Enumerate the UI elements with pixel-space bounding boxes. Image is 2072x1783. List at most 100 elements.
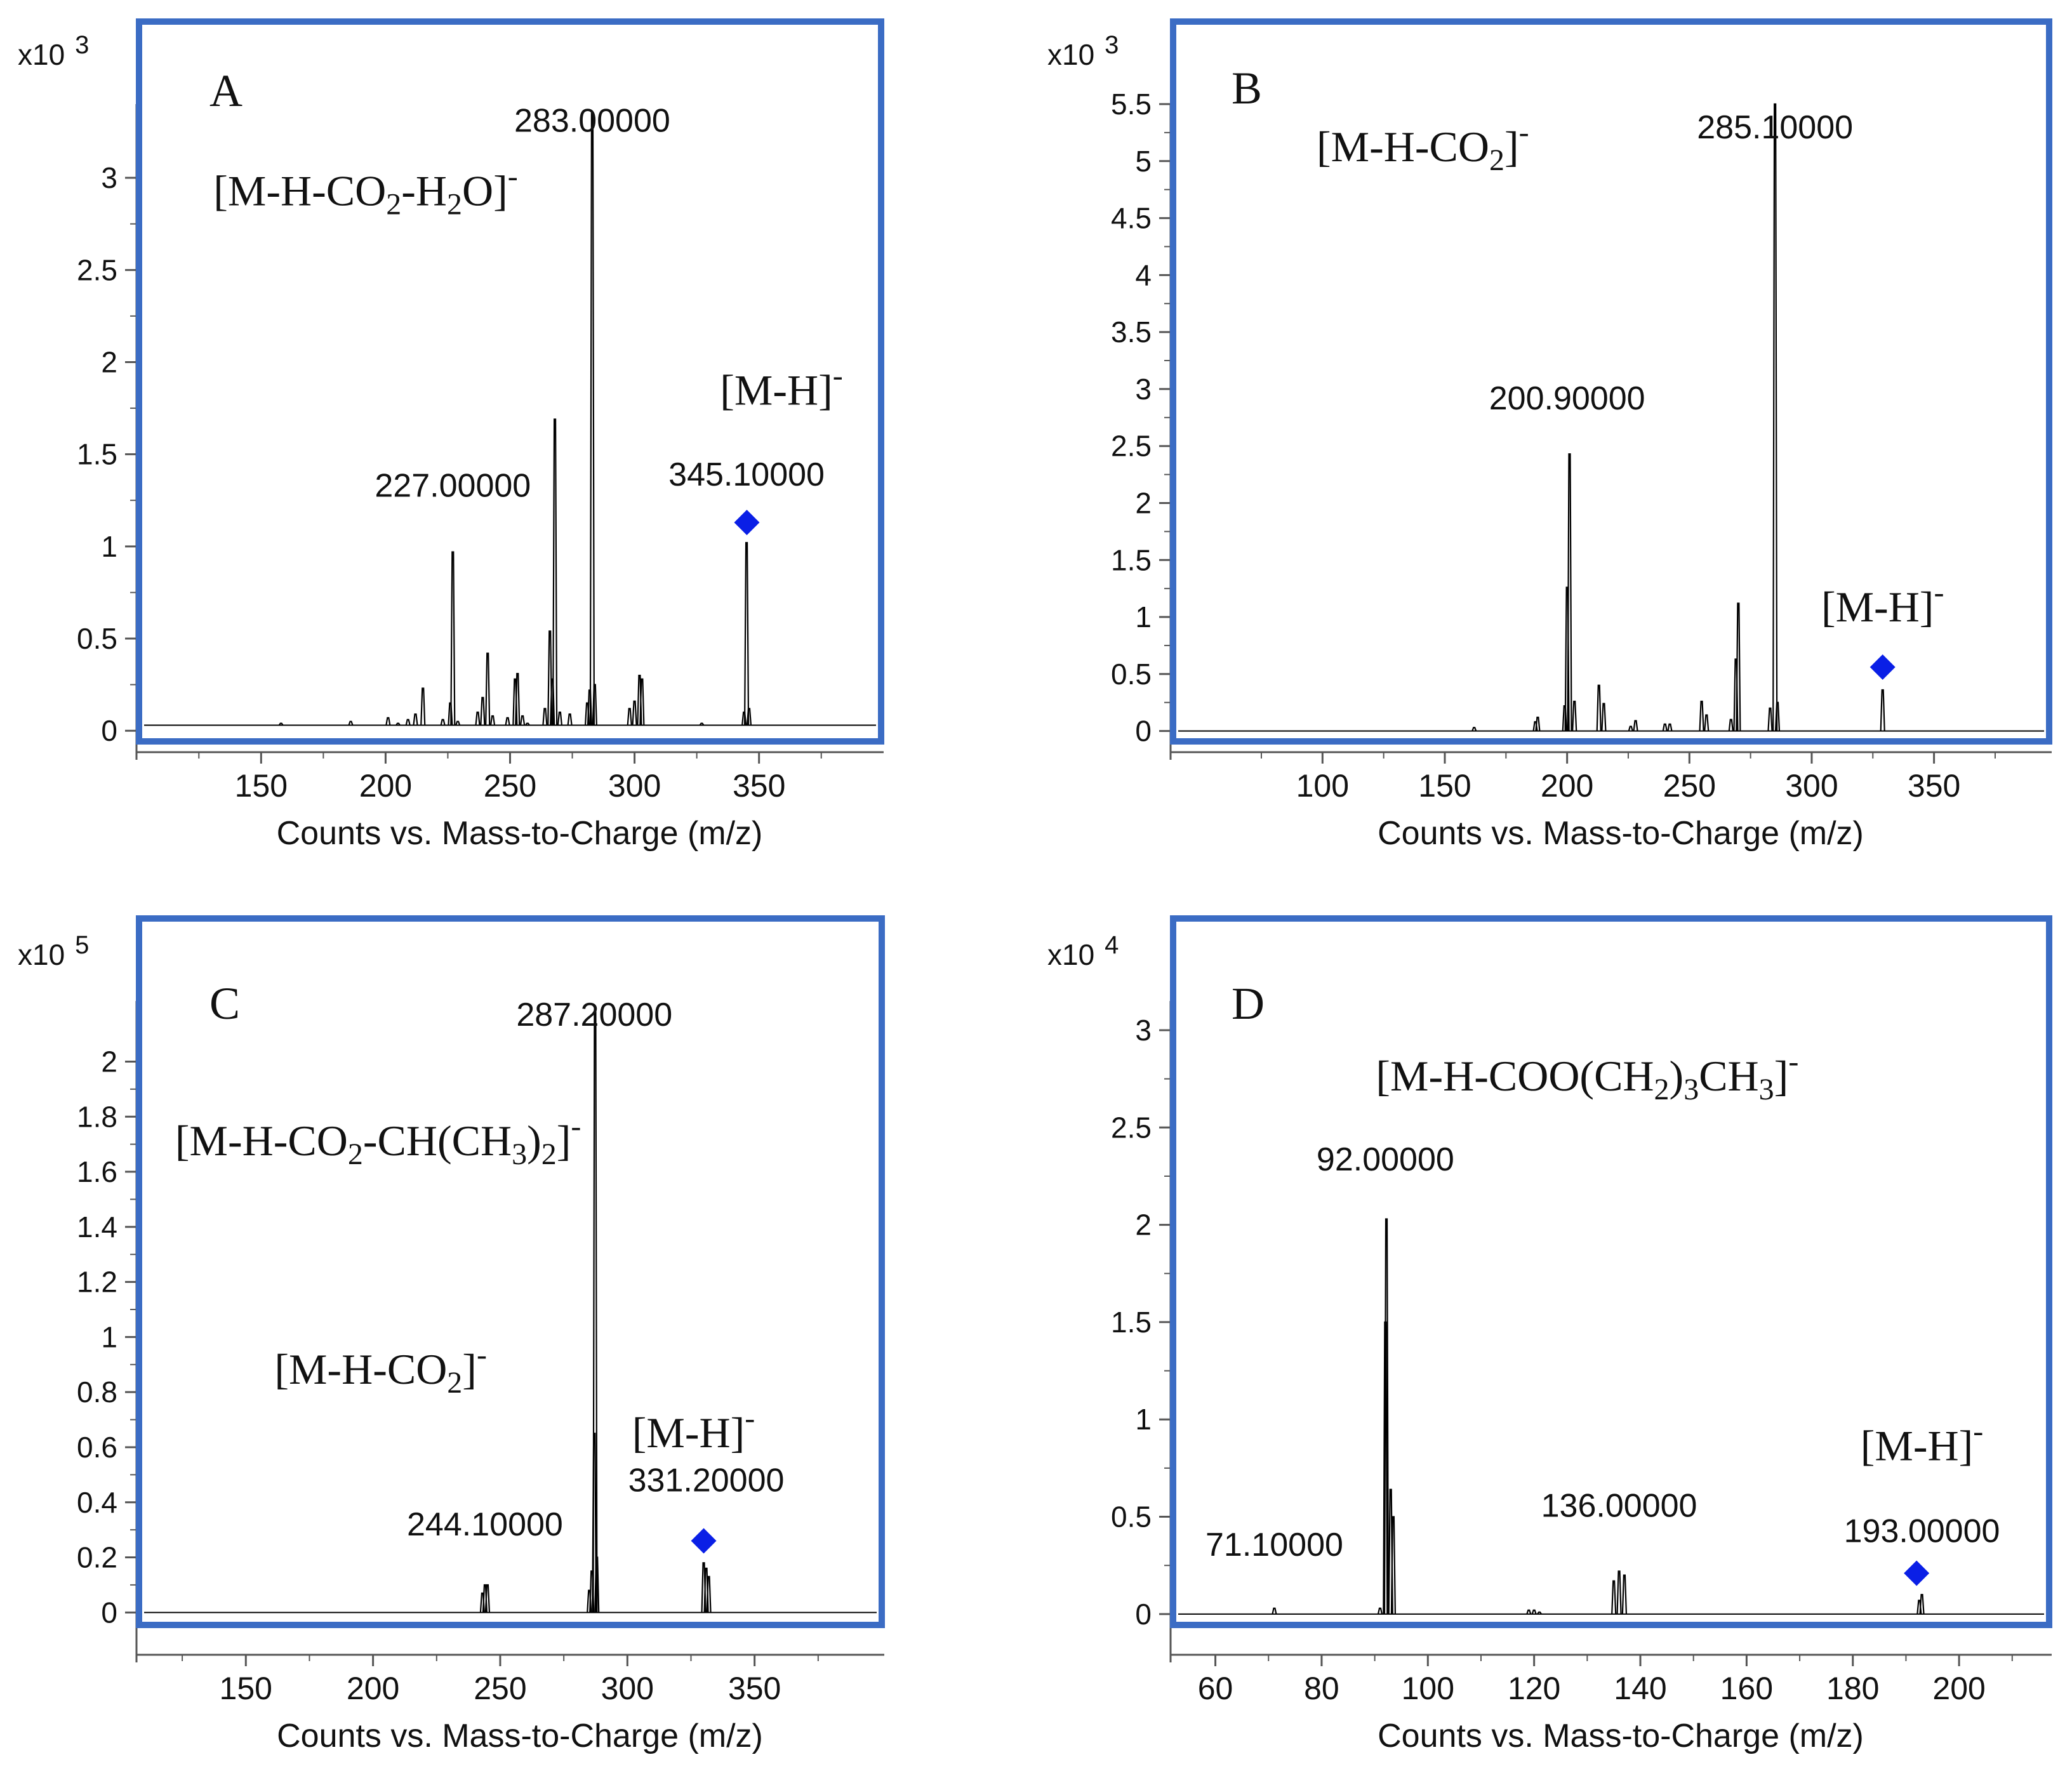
panel-b-peak [1772, 103, 1778, 731]
panel-b-y-tick-label: 3.5 [1111, 315, 1152, 348]
panel-b-x-tick-label: 100 [1296, 768, 1349, 804]
panel-c-y-tick-label: 1.8 [77, 1100, 117, 1133]
panel-c-peak [594, 1556, 600, 1613]
panel-a-y-tick-label: 2 [101, 345, 117, 378]
panel-d-x-tick-label: 140 [1614, 1671, 1666, 1706]
panel-b-peak [1535, 716, 1541, 731]
panel-a-multiplier: x10 3 [18, 31, 89, 71]
panel-b-y-tick-label: 4 [1135, 258, 1152, 291]
panel-a-precursor-marker [734, 510, 760, 536]
panel-d-x-tick-label: 120 [1508, 1671, 1560, 1706]
panel-b-y-tick-label: 5.5 [1111, 88, 1152, 121]
panel-a-peak-label: 345.10000 [668, 456, 825, 493]
panel-b-peak [1471, 727, 1477, 731]
panel-b-y-tick-label: 3 [1135, 373, 1152, 406]
panel-b-y-tick-label: 1.5 [1111, 543, 1152, 576]
panel-d-peak [1526, 1609, 1532, 1615]
panel-a-peak [547, 630, 553, 726]
panel-a-y-tick-label: 0 [101, 714, 117, 747]
panel-a-peak [395, 722, 401, 726]
panel-a-peak-label: 227.00000 [375, 467, 531, 504]
panel-a-x-tick-label: 250 [484, 768, 536, 804]
panel-d-y-tick-label: 0.5 [1111, 1501, 1152, 1534]
panel-d-peak [1611, 1580, 1617, 1614]
panel-a-peak [278, 722, 284, 726]
panel-a-peak [592, 684, 597, 726]
panel-c-y-tick-label: 0.2 [77, 1541, 117, 1574]
panel-b-y-tick-label: 2.5 [1111, 430, 1152, 463]
panel-c-multiplier: x10 5 [18, 931, 89, 971]
panel-b-frame [1170, 18, 2052, 745]
panel-a-y-tick-label: 2.5 [77, 253, 117, 286]
panel-b-y-tick-label: 0 [1135, 715, 1152, 748]
panel-d-y-tick-label: 1 [1135, 1403, 1152, 1436]
panel-b-x-tick-label: 250 [1663, 768, 1716, 804]
panel-a-x-tick-label: 300 [608, 768, 661, 804]
panel-a-peak [552, 418, 558, 726]
panel-a-y-tick-label: 1.5 [77, 438, 117, 471]
panel-a-peak [413, 713, 418, 726]
panel-c-ion-annotation: [M-H-CO2-CH(CH3)2]- [175, 1110, 581, 1171]
panel-b-peak [1667, 723, 1673, 731]
panel-a-peak [405, 719, 411, 726]
panel-d-ion-annotation: [M-H-COO(CH2)3CH3]- [1376, 1045, 1798, 1106]
panel-a-peak [746, 708, 752, 726]
panel-c-x-tick-label: 150 [220, 1671, 272, 1706]
panel-d-y-tick-label: 2 [1135, 1209, 1152, 1242]
panel-d-peak [1621, 1574, 1628, 1614]
panel-c-ion-annotation: [M-H-CO2]- [274, 1338, 487, 1400]
panel-c-x-axis-label: Counts vs. Mass-to-Charge (m/z) [277, 1718, 763, 1754]
panel-d-x-tick-label: 160 [1720, 1671, 1773, 1706]
panel-b-peak [1704, 714, 1710, 731]
panel-c-y-tick-label: 0.6 [77, 1431, 117, 1464]
panel-b-peak [1699, 700, 1704, 731]
panel-a-peak [440, 719, 446, 726]
panel-b-peak [1628, 726, 1633, 731]
panel-b-peak [1736, 602, 1741, 731]
panel-d-y-tick-label: 3 [1135, 1014, 1152, 1047]
panel-d-peak [1377, 1607, 1383, 1615]
panel-a-peak [639, 678, 645, 726]
panel-b-y-tick-label: 4.5 [1111, 202, 1152, 235]
panel-c-peak-label: 331.20000 [628, 1462, 785, 1499]
panel-a-peak [385, 717, 391, 726]
panel-b-y-tick-label: 0.5 [1111, 658, 1152, 691]
panel-b-x-tick-label: 200 [1541, 768, 1593, 804]
panel-d-precursor-marker [1904, 1560, 1930, 1586]
panel-b: x10 3 0 0.5 1 1.5 2 2.5 3 3.5 4 4.5 5 5.5 100 150 200 250… [1047, 18, 2052, 852]
panel-b-peak-label: 285.10000 [1697, 109, 1853, 146]
panel-d-peak-label: 71.10000 [1205, 1527, 1343, 1563]
panel-a-y-tick-label: 3 [101, 161, 117, 194]
panel-a-peak [627, 708, 632, 726]
panel-d-y-tick-label: 1.5 [1111, 1306, 1152, 1339]
panel-d-frame [1170, 915, 2052, 1628]
panel-c-y-tick-label: 1.6 [77, 1155, 117, 1188]
panel-d-multiplier: x10 4 [1047, 931, 1119, 971]
panel-b-peak [1596, 684, 1602, 731]
panel-c-x-tick-label: 350 [728, 1671, 781, 1706]
panel-a-frame [136, 18, 884, 745]
panel-a-peak [348, 720, 354, 726]
panel-a-x-tick-label: 350 [733, 768, 785, 804]
panel-c-frame [136, 915, 885, 1628]
panel-c-peak [592, 1011, 598, 1613]
panel-b-x-tick-label: 300 [1785, 768, 1838, 804]
panel-a-peak [505, 717, 510, 726]
panel-c-precursor-marker [691, 1528, 717, 1554]
panel-b-x-tick-label: 150 [1418, 768, 1471, 804]
panel-a-x-tick-label: 200 [359, 768, 412, 804]
panel-c-y-tick-label: 1.4 [77, 1210, 117, 1243]
panel-b-peak [1567, 453, 1572, 731]
panel-a-peak [525, 722, 530, 726]
panel-c-peak-label: 287.20000 [516, 997, 672, 1033]
panel-b-peak [1728, 719, 1734, 731]
panel-b-letter: B [1232, 63, 1262, 114]
panel-a-peak [542, 708, 548, 726]
panel-b-peak [1572, 700, 1577, 731]
panel-d-peak [1919, 1594, 1925, 1614]
panel-a-peak [420, 687, 426, 726]
panel-d-peak [1537, 1611, 1542, 1615]
panel-b-y-tick-label: 5 [1135, 145, 1152, 178]
panel-b-ion-annotation: [M-H-CO2]- [1317, 116, 1529, 177]
